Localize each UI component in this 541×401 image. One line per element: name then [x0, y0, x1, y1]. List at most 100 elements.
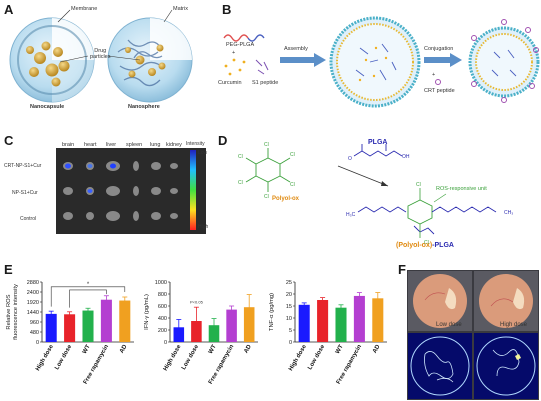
nanoparticle-conjugated: [468, 19, 540, 103]
x-tick-label: AD: [243, 343, 253, 354]
intensity-title: Intensity: [186, 141, 205, 147]
y-tick-label: 480: [30, 330, 39, 336]
y-tick-label: 1440: [27, 310, 39, 316]
nanosphere-graphic: [107, 9, 193, 103]
x-tick-label: Low dose: [54, 343, 73, 371]
significance-star: *: [87, 282, 90, 288]
polyol-ox-label: Polyol-ox: [272, 196, 300, 202]
x-tick-label: High dose: [288, 343, 308, 372]
row-crt-np: CRT-NP-S1+Cur: [4, 163, 42, 169]
y-tick-label: 2400: [27, 290, 39, 296]
chart-ros: 0 480 960 1440 1920 2400 2880 Relative ROS fluor…: [6, 280, 134, 385]
svg-text:H₃C: H₃C: [346, 212, 356, 218]
significance-bracket: [69, 289, 107, 308]
panel-label-d: D: [218, 133, 228, 148]
column-liver: liver: [106, 142, 117, 148]
product-label: (Polyol-ox)-PLGA: [396, 242, 454, 249]
panel-a-illustration: [9, 9, 193, 103]
svg-text:OH: OH: [402, 154, 410, 160]
nanoparticle-assembled: [329, 16, 421, 108]
y-tick-label: 0: [164, 340, 167, 346]
bar-low-dose: [64, 314, 76, 342]
y-tick-label: 800: [158, 292, 167, 298]
panel-label-b: B: [222, 2, 232, 17]
column-spleen: spleen: [126, 142, 143, 148]
plga-structure: [353, 144, 403, 157]
svg-text:Cl: Cl: [264, 142, 269, 148]
plus-sign-2: +: [432, 72, 436, 78]
column-kidney: kidney: [166, 142, 182, 148]
y-tick-label: 15: [286, 304, 292, 310]
bar-free-rapamycin: [226, 309, 237, 342]
svg-text:Cl: Cl: [238, 154, 243, 160]
y-tick-label: 600: [158, 304, 167, 310]
y-tick-label: 400: [158, 316, 167, 322]
panel-f-images: [407, 270, 539, 400]
column-brain: brain: [62, 142, 75, 148]
plus-sign: +: [232, 50, 236, 56]
nanocapsule-graphic: [9, 9, 95, 103]
chart-tnf: 0 5 10 15 20 25 TNF-α (pg/mg) High dose Low dose…: [269, 280, 387, 385]
polyol-ox-structure: [245, 148, 291, 192]
x-tick-label: WT: [82, 344, 92, 355]
svg-text:O: O: [348, 156, 352, 162]
organ-fluorescence-image: [63, 161, 178, 221]
x-tick-label: WT: [335, 344, 345, 355]
bar-ad: [119, 300, 131, 342]
bar-high-dose: [298, 304, 310, 342]
svg-text:Cl: Cl: [416, 182, 421, 188]
significance-bracket: [50, 286, 126, 307]
crt-peptide-label: CRT peptide: [424, 88, 455, 94]
plga-label: PLGA: [368, 139, 388, 146]
product-polyol-part: (Polyol-ox): [396, 242, 433, 249]
ros-unit-label: ROS-responsive unit: [436, 186, 487, 192]
conjugation-label: Conjugation: [424, 46, 454, 52]
y-tick-label: 0: [289, 340, 292, 346]
y-tick-label: 0: [36, 340, 39, 346]
y-tick-label: 20: [286, 292, 292, 298]
y-axis-label: TNF-α (pg/mg): [269, 293, 275, 331]
membrane-label: Membrane: [71, 6, 98, 12]
product-plga-part: -PLGA: [432, 242, 454, 249]
bar-low-dose: [317, 300, 329, 342]
matrix-label: Matrix: [173, 6, 188, 12]
intensity-high: High: [198, 224, 209, 230]
x-tick-label: High dose: [163, 343, 183, 372]
svg-text:CH₃: CH₃: [504, 210, 513, 216]
bar-free-rapamycin: [353, 295, 365, 342]
high-dose-caption: High dose: [500, 322, 528, 328]
nanosphere-caption: Nanosphere: [128, 104, 160, 110]
svg-text:Cl: Cl: [290, 182, 295, 188]
curcumin-label: Curcumin: [218, 80, 242, 86]
svg-text:Cl: Cl: [238, 180, 243, 186]
x-tick-label: High dose: [35, 343, 55, 372]
y-axis-label: IFN-γ (pg/mL): [144, 294, 150, 330]
intensity-colorbar: [190, 150, 196, 230]
bar-wt: [82, 310, 94, 342]
x-tick-label: Low dose: [307, 343, 326, 371]
y-axis-label: fluorescence intensity: [13, 284, 19, 340]
bar-wt: [208, 325, 220, 342]
bar-ad: [243, 307, 255, 342]
bar-ad: [372, 298, 384, 342]
y-tick-label: 5: [289, 328, 292, 334]
imaging-plate: [56, 148, 206, 234]
x-tick-label: Low dose: [181, 343, 200, 371]
row-control: Control: [20, 216, 37, 222]
y-tick-label: 2880: [27, 280, 39, 286]
y-tick-label: 1920: [27, 300, 39, 306]
y-tick-label: 960: [30, 320, 39, 326]
nanocapsule-caption: Nanocapsule: [30, 104, 65, 110]
panel-label-e: E: [4, 262, 13, 277]
panel-b-scheme: [223, 16, 540, 108]
y-tick-label: 200: [158, 328, 167, 334]
x-tick-label: AD: [372, 343, 382, 354]
peg-plga-label: PEG-PLGA: [226, 42, 255, 48]
svg-text:Cl: Cl: [424, 240, 429, 246]
y-axis-label: Relative ROS: [6, 294, 12, 329]
chart-ifn: 0 200 400 600 800 1000 IFN-γ (pg/mL) High doseL…: [144, 280, 258, 385]
bar-wt: [335, 307, 347, 342]
bar-free-rapamycin: [100, 299, 112, 342]
p-value-note: P<0.05: [190, 299, 204, 304]
panel-label-a: A: [4, 2, 14, 17]
